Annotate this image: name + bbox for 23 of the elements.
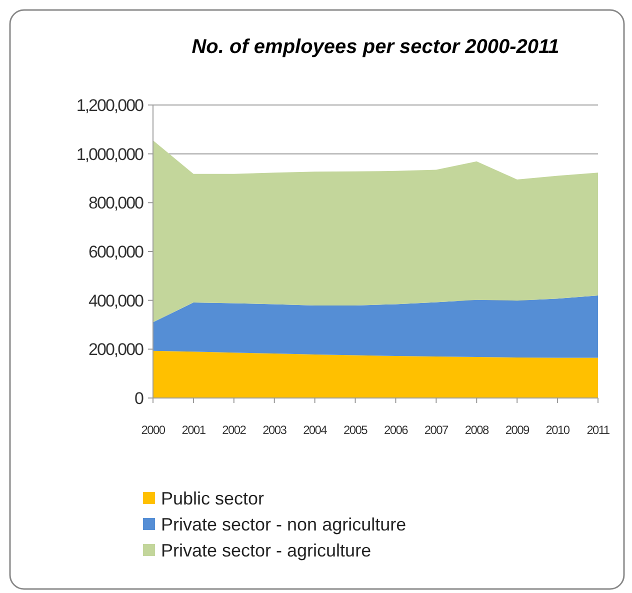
y-tick-label: 200,000 — [88, 340, 144, 360]
x-tick-label: 2001 — [182, 423, 206, 437]
y-tick-label: 600,000 — [88, 242, 144, 262]
legend-label: Public sector — [161, 488, 264, 508]
legend-label: Private sector - agriculture — [161, 540, 372, 560]
x-tick-label: 2008 — [464, 423, 490, 437]
legend-label: Private sector - non agriculture — [161, 514, 406, 534]
x-tick-label: 2002 — [222, 423, 247, 437]
x-tick-label: 2010 — [546, 423, 570, 437]
x-tick-label: 2004 — [303, 423, 328, 437]
x-tick-label: 2005 — [344, 423, 368, 437]
y-tick-label: 800,000 — [88, 194, 144, 213]
chart-title: No. of employees per sector 2000-2011 — [192, 36, 560, 58]
y-tick-label: 0 — [134, 388, 144, 408]
x-tick-label: 2007 — [424, 423, 450, 437]
x-tick-label: 2006 — [384, 423, 409, 437]
y-tick-label: 1,000,000 — [76, 144, 144, 164]
x-tick-label: 2003 — [262, 423, 288, 437]
x-tick-label: 2000 — [141, 423, 166, 437]
y-tick-label: 1,200,000 — [76, 96, 144, 115]
x-tick-label: 2009 — [505, 423, 530, 437]
y-tick-label: 400,000 — [88, 291, 144, 310]
x-tick-label: 2011 — [586, 423, 610, 437]
